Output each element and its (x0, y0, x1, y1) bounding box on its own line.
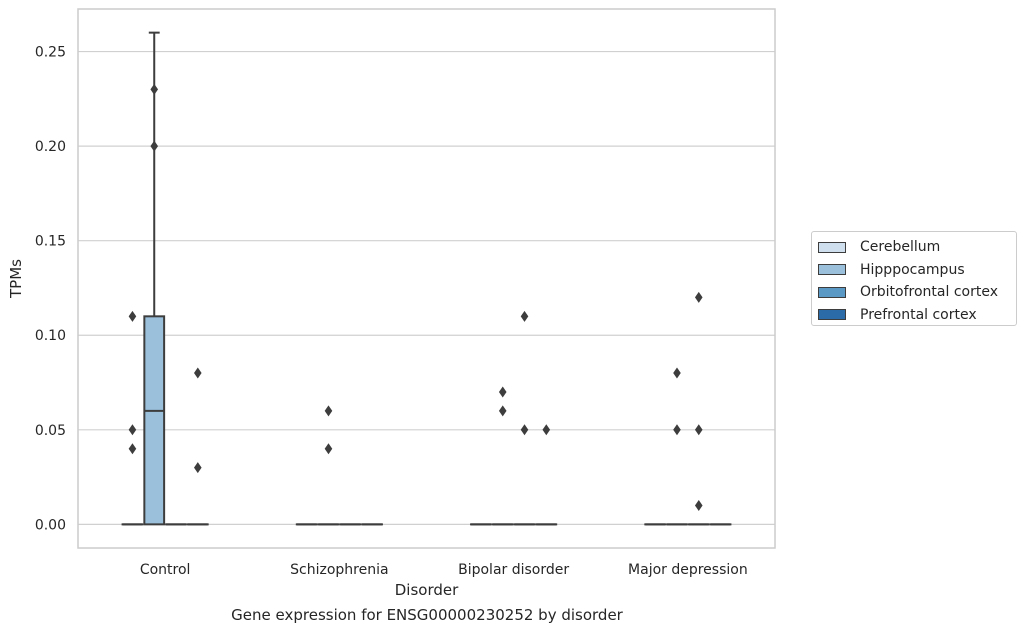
legend-item: Orbitofrontal cortex (818, 281, 1016, 304)
outlier-point (193, 462, 202, 474)
y-tick-label: 0.20 (35, 139, 66, 155)
y-axis-ticks: 0.00 0.05 0.10 0.15 0.20 0.25 (35, 45, 66, 534)
box-body (143, 315, 166, 526)
legend-item: Cerebellum (818, 236, 1016, 259)
box-hipppocampus (317, 405, 340, 526)
legend-label: Orbitofrontal cortex (860, 284, 998, 301)
x-axis-label: Disorder (395, 581, 459, 599)
outlier-point (673, 367, 681, 379)
outlier-point (694, 499, 703, 511)
outlier-point (150, 140, 159, 152)
outlier-point (498, 405, 507, 417)
grid-lines (78, 50, 775, 525)
chart-caption: Gene expression for ENSG00000230252 by d… (231, 606, 623, 624)
box-hipppocampus (491, 386, 514, 526)
box-orbitofrontal-cortex (513, 310, 536, 526)
box-prefrontal-cortex (186, 367, 209, 526)
outlier-point (498, 386, 507, 398)
y-tick-label: 0.05 (35, 423, 66, 439)
legend-swatch (818, 241, 846, 253)
y-axis-label: TPMs (7, 259, 25, 299)
box-cerebellum (121, 310, 144, 526)
x-tick-label: Bipolar disorder (458, 562, 569, 578)
outlier-point (542, 424, 551, 436)
legend-label: Cerebellum (860, 239, 941, 256)
box-hipppocampus (666, 367, 688, 526)
outlier-point (128, 310, 137, 322)
plot-frame (77, 8, 776, 549)
y-tick-label: 0.10 (35, 328, 66, 344)
outlier-point (128, 443, 137, 455)
x-tick-label: Major depression (628, 562, 748, 578)
box-prefrontal-cortex (535, 424, 558, 526)
y-tick-label: 0.15 (35, 234, 66, 250)
legend-item: Prefrontal cortex (818, 304, 1016, 327)
x-tick-label: Control (140, 562, 191, 578)
legend: Cerebellum Hipppocampus Orbitofrontal cort… (811, 231, 1017, 326)
x-axis-ticks: Control Schizophrenia Bipolar disorder Majo… (140, 562, 748, 578)
legend-swatch (818, 286, 846, 298)
boxes (121, 31, 732, 526)
outlier-point (324, 443, 333, 455)
box-orbitofrontal-cortex (687, 291, 710, 526)
x-tick-label: Schizophrenia (290, 562, 388, 578)
outlier-point (193, 367, 202, 379)
outlier-point (128, 424, 137, 436)
outlier-point (324, 405, 333, 417)
outlier-point (520, 424, 529, 436)
outlier-point (150, 83, 159, 95)
outlier-point (694, 291, 703, 303)
legend-swatch (818, 264, 846, 276)
outlier-point (694, 424, 703, 436)
outlier-point (673, 424, 681, 436)
y-tick-label: 0.25 (35, 45, 66, 61)
box-hipppocampus (143, 31, 166, 526)
y-tick-label: 0.00 (35, 517, 66, 533)
outlier-point (520, 310, 529, 322)
legend-swatch (818, 309, 846, 321)
legend-item: Hipppocampus (818, 259, 1016, 282)
legend-label: Prefrontal cortex (860, 306, 977, 323)
legend-label: Hipppocampus (860, 261, 965, 278)
